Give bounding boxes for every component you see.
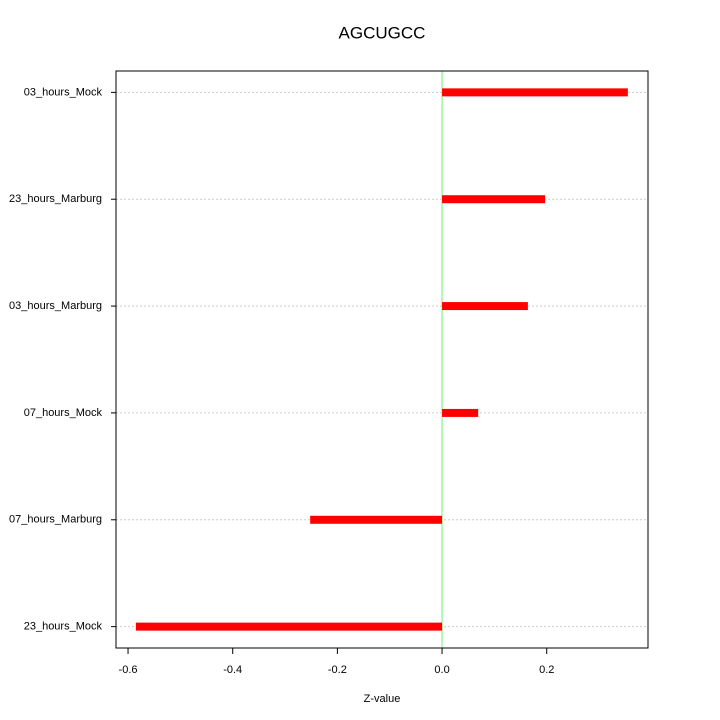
bar <box>310 515 443 524</box>
x-tick-label: -0.6 <box>119 664 138 676</box>
y-tick-label: 07_hours_Mock <box>24 407 103 419</box>
y-tick-label: 07_hours_Marburg <box>9 514 102 526</box>
x-tick-label: -0.4 <box>223 664 242 676</box>
y-tick-label: 03_hours_Mock <box>24 86 103 98</box>
plot-frame <box>115 70 649 649</box>
bar <box>442 195 546 204</box>
y-tick-label: 03_hours_Marburg <box>9 300 102 312</box>
bar <box>442 408 479 417</box>
y-tick-label: 23_hours_Mock <box>24 621 103 633</box>
x-axis-label: Z-value <box>364 693 401 705</box>
x-tick-label: -0.2 <box>328 664 347 676</box>
x-tick-label: 0.0 <box>434 664 449 676</box>
bar <box>135 622 443 631</box>
x-tick-label: 0.2 <box>539 664 554 676</box>
chart-title: AGCUGCC <box>339 23 426 42</box>
bar <box>442 88 628 97</box>
y-tick-label: 23_hours_Marburg <box>9 193 102 205</box>
bar <box>442 302 528 311</box>
